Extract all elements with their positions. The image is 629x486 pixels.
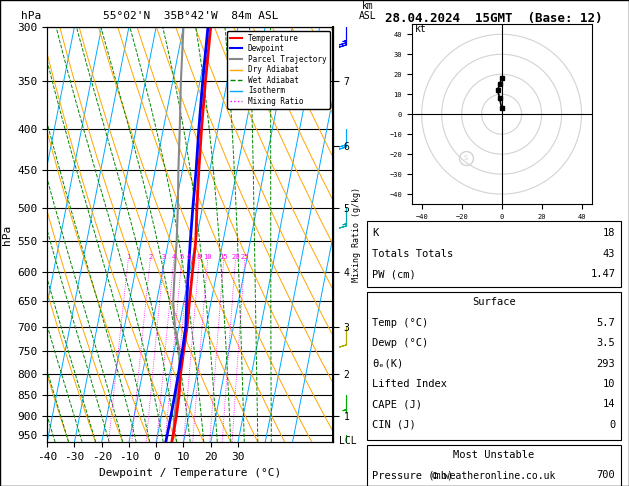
Text: 10: 10: [203, 254, 212, 260]
Text: Mixing Ratio (g/kg): Mixing Ratio (g/kg): [352, 187, 361, 282]
Text: © weatheronline.co.uk: © weatheronline.co.uk: [432, 471, 555, 481]
Text: 25: 25: [240, 254, 249, 260]
Text: Dewp (°C): Dewp (°C): [372, 338, 428, 348]
Text: kt: kt: [415, 24, 427, 35]
Text: CIN (J): CIN (J): [372, 420, 416, 430]
Text: CAPE (J): CAPE (J): [372, 399, 422, 409]
X-axis label: Dewpoint / Temperature (°C): Dewpoint / Temperature (°C): [99, 468, 281, 478]
Text: 20: 20: [231, 254, 240, 260]
Text: hPa: hPa: [21, 11, 42, 21]
Text: 3: 3: [162, 254, 166, 260]
Text: Temp (°C): Temp (°C): [372, 318, 428, 328]
Text: 55°02'N  35B°42'W  84m ASL: 55°02'N 35B°42'W 84m ASL: [103, 11, 278, 21]
Text: Lifted Index: Lifted Index: [372, 379, 447, 389]
Text: 5: 5: [180, 254, 184, 260]
Legend: Temperature, Dewpoint, Parcel Trajectory, Dry Adiabat, Wet Adiabat, Isotherm, Mi: Temperature, Dewpoint, Parcel Trajectory…: [227, 31, 330, 109]
Text: 1.47: 1.47: [590, 269, 615, 279]
Text: 4: 4: [172, 254, 176, 260]
Text: 14: 14: [603, 399, 615, 409]
Text: Most Unstable: Most Unstable: [453, 450, 535, 460]
Text: PW (cm): PW (cm): [372, 269, 416, 279]
Text: 18: 18: [603, 228, 615, 238]
Text: K: K: [372, 228, 379, 238]
Text: LCL: LCL: [339, 435, 357, 446]
Text: Totals Totals: Totals Totals: [372, 249, 454, 259]
Text: Surface: Surface: [472, 297, 516, 307]
Text: 5.7: 5.7: [596, 318, 615, 328]
Y-axis label: hPa: hPa: [2, 225, 12, 244]
Text: 28.04.2024  15GMT  (Base: 12): 28.04.2024 15GMT (Base: 12): [385, 12, 603, 25]
Text: 0: 0: [609, 420, 615, 430]
Text: θₑ(K): θₑ(K): [372, 359, 403, 368]
Text: Pressure (mb): Pressure (mb): [372, 470, 454, 480]
Text: 3.5: 3.5: [596, 338, 615, 348]
Text: 6: 6: [186, 254, 191, 260]
Text: 10: 10: [603, 379, 615, 389]
Text: km
ASL: km ASL: [359, 1, 377, 21]
Text: S: S: [464, 155, 468, 161]
Text: 43: 43: [603, 249, 615, 259]
Text: 2: 2: [148, 254, 152, 260]
Text: 700: 700: [596, 470, 615, 480]
Text: 8: 8: [197, 254, 201, 260]
Text: 1: 1: [126, 254, 130, 260]
Text: 293: 293: [596, 359, 615, 368]
Text: 15: 15: [220, 254, 228, 260]
